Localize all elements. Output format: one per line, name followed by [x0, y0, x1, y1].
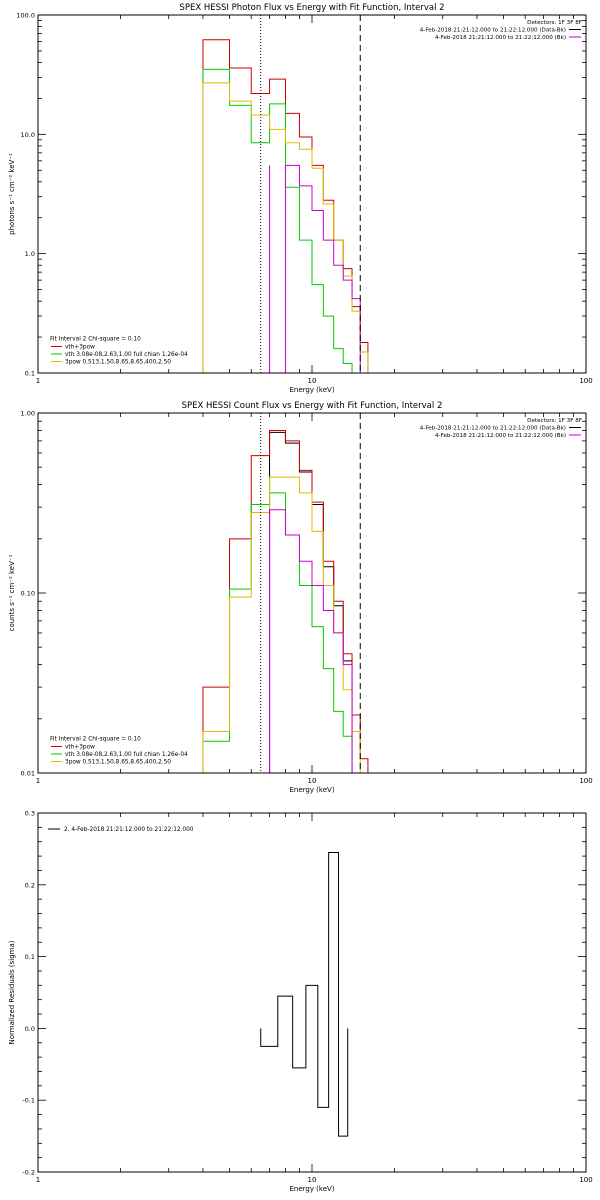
legend-entry: vth 3.08e-08,2.63,1.00 full chian 1.26e-…	[65, 752, 188, 758]
series-data	[269, 431, 368, 773]
legend-header: Fit Interval 2 Chi-square = 0.10	[50, 737, 141, 743]
y-axis-label: Normalized Residuals (sigma)	[8, 940, 16, 1044]
x-tick-label: 1	[36, 1176, 40, 1184]
x-axis-label: Energy (keV)	[289, 1185, 334, 1193]
y-tick-label: 0.01	[21, 770, 35, 778]
y-axis-label: counts s⁻¹ cm⁻² keV⁻¹	[8, 554, 16, 631]
y-tick-label: 10.0	[21, 131, 35, 139]
panel-2: SPEX HESSI Count Flux vs Energy with Fit…	[8, 401, 593, 794]
x-tick-label: 10	[308, 1176, 317, 1184]
y-tick-label: 0.1	[25, 370, 35, 378]
x-tick-label: 100	[579, 377, 592, 385]
series-background	[269, 164, 368, 373]
legend-header: Fit Interval 2 Chi-square = 0.10	[50, 337, 141, 343]
x-tick-label: 100	[579, 1176, 592, 1184]
legend-entry: 4-Feb-2018 21:21:12.000 to 21:22:12.000 …	[420, 28, 566, 34]
x-ticks	[37, 15, 574, 373]
legend-entry: vth 3.08e-08,2.63,1.00 full chian 1.26e-…	[65, 352, 188, 358]
x-tick-label: 1	[36, 777, 40, 785]
y-tick-label: 1.00	[21, 410, 35, 418]
x-axis-label: Energy (keV)	[289, 386, 334, 394]
legend-entry: Detectors: 1F 3F 8F	[527, 418, 582, 424]
legend-top-right: Detectors: 1F 3F 8F 4-Feb-2018 21:21:12.0…	[420, 20, 582, 41]
legend-entry: 4-Feb-2018 21:21:12.000 to 21:22:12.000 …	[435, 433, 566, 439]
legend-entry: vth+3pow	[65, 345, 95, 351]
legend-entry: 3pow 0.513,1.50,8.65,8.65,400,2.50	[65, 360, 171, 366]
series-residuals	[260, 851, 349, 1137]
legend-bottom-left: Fit Interval 2 Chi-square = 0.10 vth+3pow…	[50, 337, 188, 366]
chart-title: SPEX HESSI Photon Flux vs Energy with Fi…	[179, 3, 444, 13]
legend-entry: Detectors: 1F 3F 8F	[527, 20, 582, 26]
y-tick-label: 0.10	[21, 590, 35, 598]
legend-entry: 2. 4-Feb-2018 21:21:12.000 to 21:22:12.0…	[64, 827, 194, 833]
y-tick-label: 1.0	[25, 250, 35, 258]
x-tick-label: 10	[308, 377, 317, 385]
y-tick-label: 0.1	[25, 953, 35, 961]
x-ticks	[37, 413, 574, 773]
legend-entry: 3pow 0.513,1.50,8.65,8.65,400,2.50	[65, 760, 171, 766]
legend-top-left: 2. 4-Feb-2018 21:21:12.000 to 21:22:12.0…	[48, 827, 194, 833]
series-thermal	[202, 492, 368, 773]
x-tick-label: 100	[579, 777, 592, 785]
y-tick-label: -0.1	[22, 1097, 35, 1105]
legend-bottom-left: Fit Interval 2 Chi-square = 0.10 vth+3pow…	[50, 737, 188, 766]
plot-area	[202, 413, 376, 773]
panel-3: 1 10 100 -0.2 -0.1 0.0 0.1 0.2 0.3 Energy (keV) No…	[8, 810, 593, 1194]
series-total	[202, 429, 376, 773]
chart-title: SPEX HESSI Count Flux vs Energy with Fit…	[182, 401, 443, 411]
panel-1: SPEX HESSI Photon Flux vs Energy with Fi…	[8, 3, 593, 394]
x-tick-label: 1	[36, 377, 40, 385]
legend-entry: 4-Feb-2018 21:21:12.000 to 21:22:12.000 …	[420, 426, 566, 432]
y-tick-label: 0.0	[25, 1025, 35, 1033]
plot-frame	[37, 14, 587, 374]
legend-entry: 4-Feb-2018 21:21:12.000 to 21:22:12.000 …	[435, 35, 566, 41]
series-nonthermal	[202, 82, 369, 373]
legend-top-right: Detectors: 1F 3F 8F 4-Feb-2018 21:21:12.0…	[420, 418, 582, 439]
y-axis-label: photons s⁻¹ cm⁻² keV⁻¹	[8, 153, 16, 235]
legend-entry: vth+3pow	[65, 745, 95, 751]
y-tick-label: 0.3	[25, 810, 35, 818]
x-axis-label: Energy (keV)	[289, 786, 334, 794]
plot-area	[202, 15, 369, 373]
y-tick-label: -0.2	[22, 1169, 35, 1177]
plot-frame	[37, 812, 587, 1173]
y-tick-label: 0.2	[25, 881, 35, 889]
series-thermal	[202, 68, 368, 373]
series-background	[269, 509, 353, 773]
y-tick-label: 100.0	[16, 12, 35, 20]
plot-frame	[37, 412, 587, 774]
plot-area	[260, 851, 349, 1137]
x-tick-label: 10	[308, 777, 317, 785]
y-ticks	[38, 812, 586, 1173]
